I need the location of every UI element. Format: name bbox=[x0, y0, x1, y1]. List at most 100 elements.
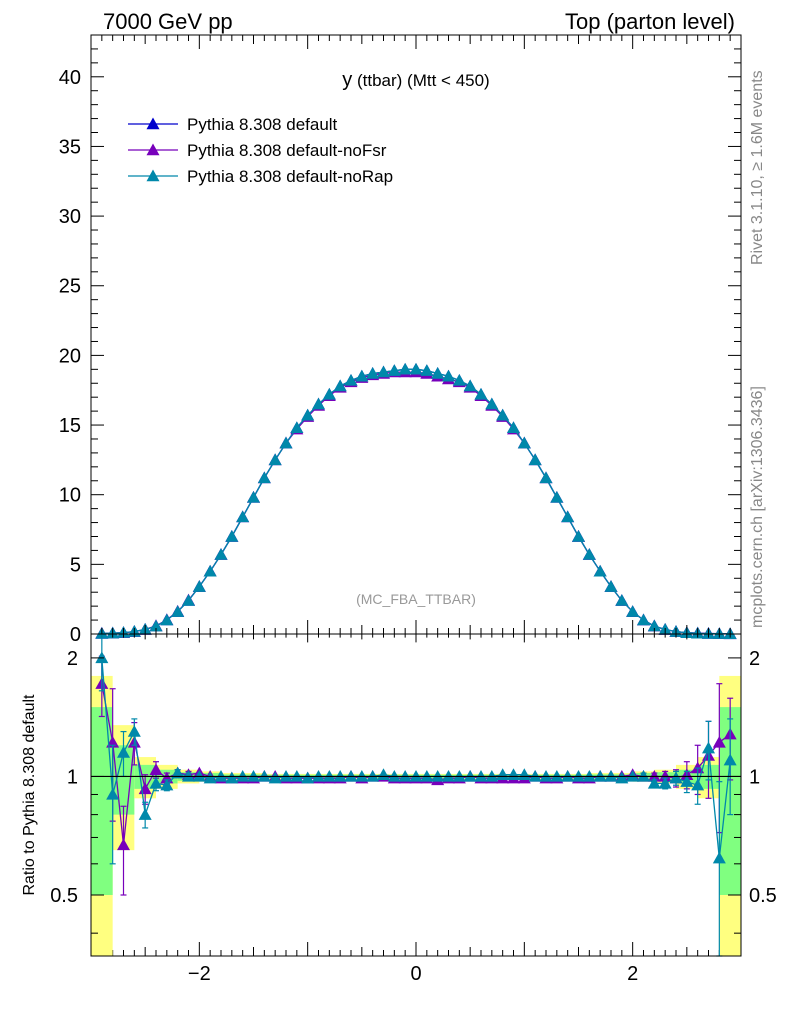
data-point bbox=[572, 529, 585, 542]
header-left: 7000 GeV pp bbox=[103, 9, 233, 34]
ratio-point bbox=[637, 769, 650, 782]
ratio-series-2 bbox=[95, 633, 737, 957]
y-tick-label: 0 bbox=[70, 624, 81, 646]
data-point bbox=[452, 373, 466, 386]
header-right: Top (parton level) bbox=[565, 9, 735, 34]
legend-label: Pythia 8.308 default-noFsr bbox=[187, 141, 387, 160]
mcplots-label: mcplots.cern.ch [arXiv:1306.3436] bbox=[749, 386, 766, 628]
y-tick-label: 40 bbox=[59, 67, 81, 89]
data-point bbox=[626, 605, 640, 617]
y-tick-label: 20 bbox=[59, 345, 81, 367]
data-point bbox=[398, 362, 412, 375]
data-point bbox=[182, 594, 195, 606]
ratio-point bbox=[615, 771, 629, 784]
data-point bbox=[225, 529, 239, 542]
ratio-point bbox=[149, 776, 163, 789]
ratio-point bbox=[658, 776, 672, 789]
ratio-point bbox=[431, 769, 445, 782]
ratio-point bbox=[582, 769, 596, 782]
data-point bbox=[355, 369, 369, 382]
y-tick-label: 25 bbox=[59, 276, 81, 298]
ratio-point bbox=[398, 769, 412, 782]
ratio-point bbox=[463, 769, 477, 782]
data-point bbox=[550, 490, 564, 503]
ratio-y-tick-label-right: 1 bbox=[749, 766, 760, 788]
ratio-point bbox=[171, 766, 185, 779]
data-point bbox=[312, 397, 325, 410]
data-point bbox=[192, 580, 206, 592]
data-point bbox=[279, 436, 293, 449]
ratio-y-tick-label-right: 2 bbox=[749, 648, 760, 670]
ratio-point bbox=[691, 761, 705, 774]
ratio-point bbox=[626, 769, 640, 782]
data-point bbox=[214, 548, 228, 560]
ratio-line bbox=[101, 683, 731, 845]
data-point bbox=[290, 421, 304, 434]
uncertainty-band-green bbox=[91, 707, 113, 895]
y-tick-label: 5 bbox=[70, 554, 81, 576]
main-panel: 0 5 10 15 20 25 30 35 40 y (ttbar) (Mtt < 450) (… bbox=[59, 34, 742, 956]
ratio-point bbox=[593, 769, 607, 782]
ratio-point bbox=[669, 771, 683, 784]
data-point bbox=[322, 387, 336, 400]
ratio-point bbox=[290, 769, 304, 782]
ratio-point bbox=[539, 769, 553, 782]
ratio-point bbox=[95, 651, 109, 664]
ratio-point bbox=[442, 769, 455, 782]
ratio-y-tick-label: 1 bbox=[67, 766, 78, 788]
ratio-point bbox=[117, 746, 130, 758]
data-point bbox=[160, 613, 174, 626]
data-point bbox=[409, 362, 423, 375]
data-point bbox=[507, 421, 520, 434]
data-point bbox=[377, 365, 390, 378]
data-point bbox=[149, 619, 163, 632]
ratio-point bbox=[702, 741, 715, 754]
data-point bbox=[366, 367, 380, 379]
ratio-y-tick-label: 2 bbox=[67, 648, 78, 670]
ratio-y-tick-label-right: 0.5 bbox=[749, 885, 777, 907]
data-point bbox=[420, 364, 434, 376]
ratio-point bbox=[550, 769, 564, 782]
ratio-point bbox=[452, 769, 466, 782]
data-point bbox=[593, 564, 607, 577]
legend-label: Pythia 8.308 default bbox=[187, 115, 338, 134]
data-point bbox=[647, 619, 661, 632]
ratio-point bbox=[160, 771, 174, 784]
ratio-point bbox=[528, 769, 542, 782]
ratio-point bbox=[106, 735, 120, 748]
main-title-var: y bbox=[342, 69, 352, 91]
ratio-point bbox=[214, 769, 228, 782]
ratio-frame bbox=[90, 633, 742, 957]
ratio-point bbox=[301, 771, 315, 784]
main-title: y (ttbar) (Mtt < 450) bbox=[342, 69, 489, 91]
ratio-point bbox=[647, 776, 661, 789]
ratio-point bbox=[723, 753, 737, 766]
data-point bbox=[528, 453, 542, 466]
ratio-point bbox=[647, 769, 661, 782]
ratio-point bbox=[127, 725, 141, 737]
x-tick-label: −2 bbox=[188, 963, 211, 985]
data-point bbox=[442, 369, 455, 382]
ratio-point bbox=[420, 769, 434, 782]
ratio-point bbox=[117, 838, 130, 851]
main-title-sub: (ttbar) (Mtt < 450) bbox=[352, 71, 489, 90]
ratio-point bbox=[333, 769, 347, 782]
ratio-line bbox=[101, 657, 731, 859]
ratio-point bbox=[268, 771, 282, 784]
ratio-ylabel: Ratio to Pythia 8.308 default bbox=[21, 694, 38, 896]
data-point bbox=[539, 471, 553, 484]
data-point bbox=[247, 490, 260, 503]
data-point bbox=[604, 580, 618, 592]
data-point bbox=[236, 510, 250, 523]
y-tick-label: 15 bbox=[59, 415, 81, 437]
ratio-point bbox=[485, 769, 499, 782]
data-point bbox=[496, 408, 510, 421]
data-point bbox=[561, 510, 575, 523]
ratio-point bbox=[387, 769, 401, 782]
ratio-point bbox=[712, 851, 726, 864]
analysis-tag: (MC_FBA_TTBAR) bbox=[356, 591, 476, 607]
ratio-point bbox=[236, 769, 250, 782]
ratio-point bbox=[658, 769, 672, 782]
ratio-point bbox=[691, 778, 705, 791]
ratio-point bbox=[409, 769, 423, 782]
